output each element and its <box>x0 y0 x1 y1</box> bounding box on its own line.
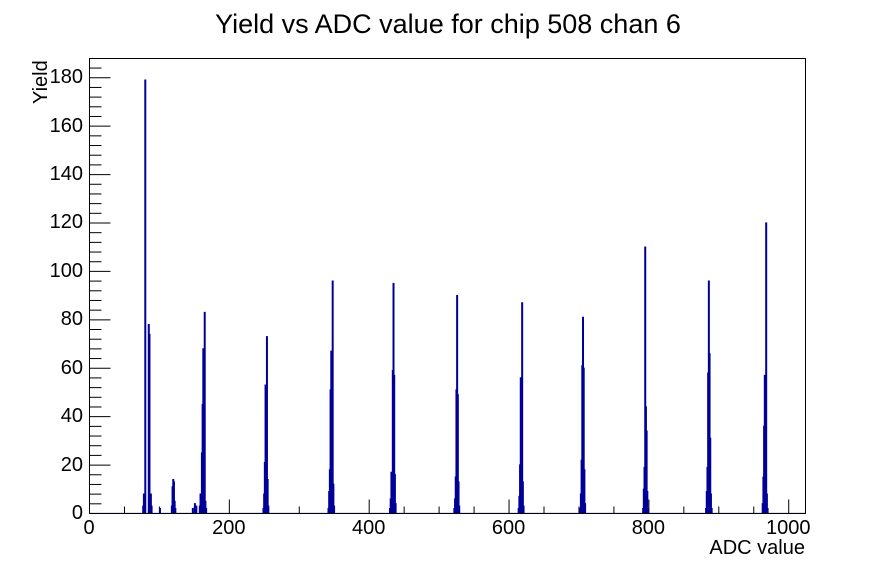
x-tick-label: 200 <box>212 517 246 539</box>
chart-title: Yield vs ADC value for chip 508 chan 6 <box>215 9 681 39</box>
y-tick-label: 80 <box>60 308 83 331</box>
y-tick-label: 20 <box>60 453 83 476</box>
y-tick-label: 160 <box>49 114 83 137</box>
x-tick-label: 400 <box>352 517 386 539</box>
x-tick-label: 0 <box>83 517 95 539</box>
y-tick-label: 60 <box>60 356 83 379</box>
x-axis-title: ADC value <box>709 537 805 559</box>
y-tick-label: 0 <box>71 502 83 524</box>
plot-area <box>89 58 806 514</box>
x-tick-label: 800 <box>631 517 666 539</box>
plot-frame <box>89 58 806 514</box>
x-tick-label: 600 <box>491 517 526 539</box>
axis-ticks <box>89 67 790 514</box>
y-tick-label: 140 <box>49 163 83 186</box>
y-tick-label: 40 <box>60 405 83 428</box>
y-tick-label: 180 <box>49 66 83 89</box>
x-tick-label: 1000 <box>765 517 811 539</box>
y-tick-label: 120 <box>49 211 83 234</box>
y-tick-label: 100 <box>49 259 83 282</box>
histogram-series <box>89 79 805 514</box>
